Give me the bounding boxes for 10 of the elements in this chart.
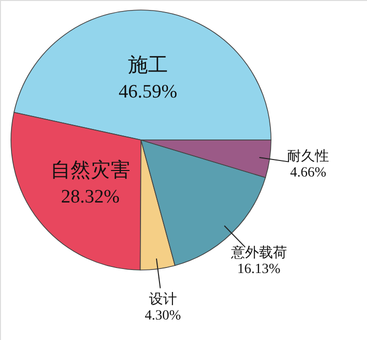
slice-label: 自然灾害 — [50, 158, 130, 182]
data-label: 4.30% — [144, 308, 182, 324]
slice-label: 意外载荷 — [230, 245, 287, 262]
slice-label: 耐久性 — [287, 148, 330, 165]
data-label: 46.59% — [118, 81, 178, 102]
data-label: 4.66% — [290, 166, 327, 181]
data-label: 16.13% — [237, 262, 281, 278]
data-label: 28.32% — [60, 186, 120, 208]
slice-label: 施工 — [128, 52, 168, 76]
slice-label: 设计 — [148, 292, 177, 308]
